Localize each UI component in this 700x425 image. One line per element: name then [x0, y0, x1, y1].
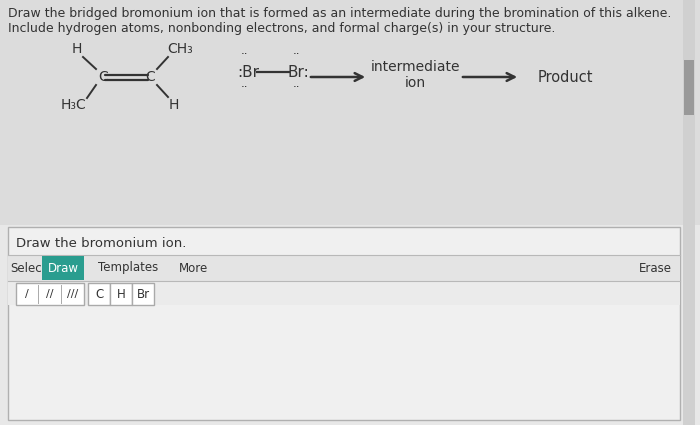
Text: H: H: [117, 287, 125, 300]
Bar: [683, 0, 695, 425]
Text: Draw: Draw: [48, 261, 78, 275]
Text: Templates: Templates: [98, 261, 158, 275]
Bar: [684, 60, 694, 115]
Text: ··: ··: [293, 48, 300, 62]
Text: ··: ··: [293, 82, 300, 94]
Bar: [16, 283, 84, 305]
Text: Select: Select: [10, 261, 46, 275]
Text: //: //: [46, 289, 54, 299]
Text: C: C: [98, 70, 108, 84]
Text: H: H: [169, 98, 179, 112]
Bar: [110, 283, 132, 305]
Text: Br:: Br:: [287, 65, 309, 79]
Text: C: C: [95, 287, 103, 300]
Text: ///: ///: [67, 289, 78, 299]
Text: C: C: [145, 70, 155, 84]
Text: /: /: [25, 289, 29, 299]
Text: Br: Br: [136, 287, 150, 300]
Text: ion: ion: [405, 76, 426, 90]
Text: Draw the bridged bromonium ion that is formed as an intermediate during the brom: Draw the bridged bromonium ion that is f…: [8, 7, 671, 20]
Text: Include hydrogen atoms, nonbonding electrons, and formal charge(s) in your struc: Include hydrogen atoms, nonbonding elect…: [8, 22, 555, 35]
Bar: [0, 0, 700, 225]
Bar: [132, 283, 154, 305]
Text: intermediate: intermediate: [370, 60, 460, 74]
Text: CH₃: CH₃: [167, 42, 193, 56]
Bar: [8, 281, 680, 305]
Text: H₃C: H₃C: [60, 98, 86, 112]
Bar: [88, 283, 110, 305]
Text: :Br: :Br: [237, 65, 259, 79]
Text: Erase: Erase: [638, 261, 671, 275]
Text: ··: ··: [241, 82, 248, 94]
Bar: [8, 227, 680, 420]
Bar: [42, 256, 84, 280]
Bar: [8, 255, 680, 281]
Text: ··: ··: [241, 48, 248, 62]
Text: H: H: [72, 42, 82, 56]
Text: Draw the bromonium ion.: Draw the bromonium ion.: [16, 237, 186, 250]
Text: Product: Product: [538, 70, 593, 85]
Text: More: More: [178, 261, 208, 275]
